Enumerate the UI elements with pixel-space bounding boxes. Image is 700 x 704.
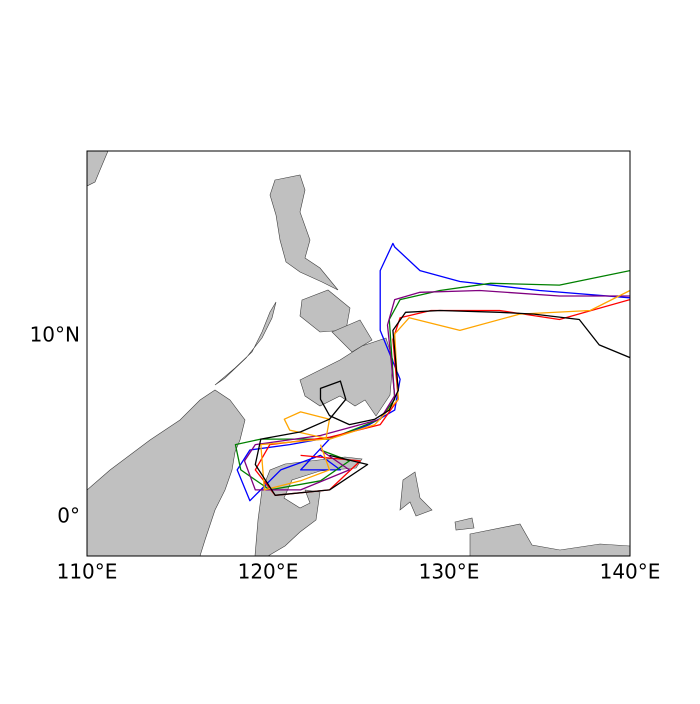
y-tick-label: 0° <box>57 504 80 528</box>
map-frame <box>86 150 631 557</box>
trajectory <box>236 242 630 502</box>
y-tick-label: 10°N <box>30 322 80 346</box>
trajectory <box>234 269 630 491</box>
tracks <box>234 242 630 502</box>
x-tick-label: 110°E <box>57 560 118 584</box>
land <box>87 151 630 556</box>
trajectory <box>243 289 630 491</box>
x-tick-label: 120°E <box>238 560 299 584</box>
trajectory <box>260 289 630 491</box>
x-tick-label: 130°E <box>419 560 480 584</box>
trajectory <box>254 309 630 496</box>
x-tick-label: 140°E <box>600 560 661 584</box>
